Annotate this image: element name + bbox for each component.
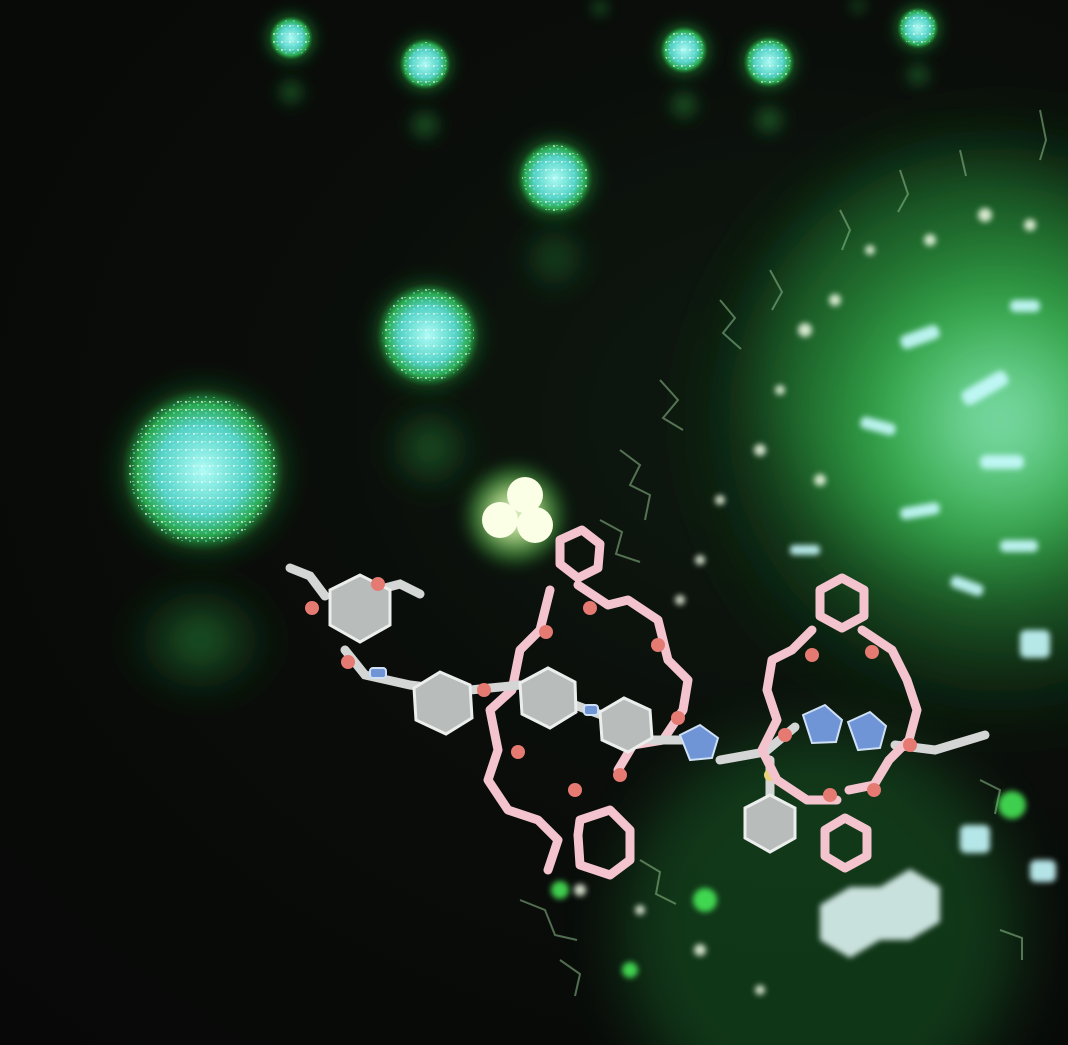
nanoparticle bbox=[650, 16, 718, 129]
nanoparticle-faint bbox=[846, 0, 870, 18]
nanoparticle-group-distant bbox=[259, 0, 948, 150]
glowing-trimer bbox=[460, 460, 570, 570]
nanoparticle bbox=[888, 0, 948, 95]
nanoparticle bbox=[733, 26, 805, 145]
nanoparticle bbox=[259, 6, 323, 114]
nanoparticle bbox=[98, 365, 308, 715]
nanoparticle-faint bbox=[588, 0, 612, 20]
nanoparticle bbox=[503, 126, 607, 298]
nanoparticle bbox=[360, 267, 496, 503]
nanoparticle bbox=[389, 28, 461, 150]
